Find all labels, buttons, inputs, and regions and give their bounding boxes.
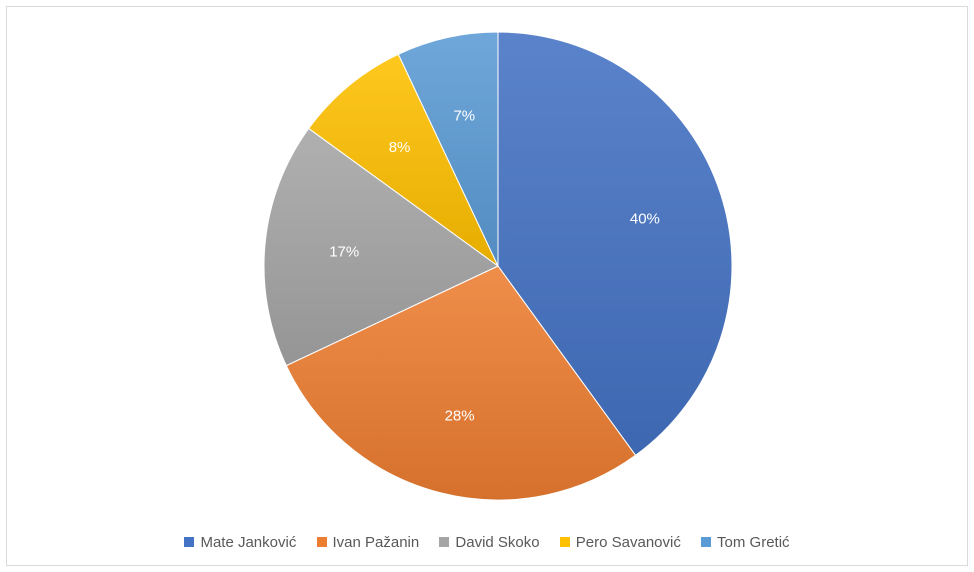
pie-slice xyxy=(285,265,637,501)
pie-slices xyxy=(263,31,733,501)
slice-data-label: 40% xyxy=(630,210,660,227)
pie-slice xyxy=(497,31,733,457)
pie-slice xyxy=(307,53,499,267)
pie-slice xyxy=(397,31,499,267)
legend-swatch xyxy=(701,537,712,547)
legend-item: David Skoko xyxy=(439,534,540,551)
legend-label: Mate Janković xyxy=(200,534,297,551)
legend-swatch xyxy=(439,537,450,547)
legend-label: David Skoko xyxy=(455,534,540,551)
slice-data-label: 8% xyxy=(389,139,411,156)
legend: Mate Janković Ivan Pažanin David Skoko P… xyxy=(0,534,974,551)
pie-slice xyxy=(263,127,499,367)
legend-swatch xyxy=(184,537,195,547)
slice-data-label: 7% xyxy=(453,107,475,124)
legend-label: Pero Savanović xyxy=(575,534,681,551)
data-labels: 40% 28% 17% 8% 7% xyxy=(329,107,660,424)
slice-data-label: 28% xyxy=(445,408,475,425)
legend-item: Pero Savanović xyxy=(559,534,681,551)
legend-swatch xyxy=(316,537,327,547)
legend-label: Ivan Pažanin xyxy=(332,534,420,551)
legend-swatch xyxy=(559,537,570,547)
legend-item: Ivan Pažanin xyxy=(316,534,420,551)
legend-label: Tom Gretić xyxy=(717,534,790,551)
legend-item: Tom Gretić xyxy=(701,534,790,551)
legend-item: Mate Janković xyxy=(184,534,296,551)
slice-data-label: 17% xyxy=(329,243,359,260)
